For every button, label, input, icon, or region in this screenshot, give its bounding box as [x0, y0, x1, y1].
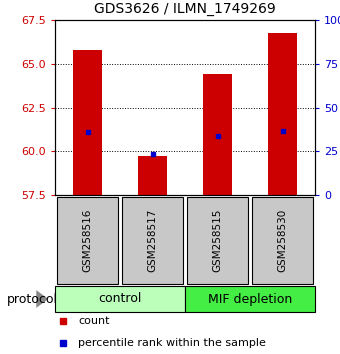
Text: MIF depletion: MIF depletion: [208, 292, 292, 306]
Text: GSM258530: GSM258530: [277, 209, 288, 272]
Bar: [252, 197, 313, 284]
Bar: [138, 156, 167, 195]
Bar: [57, 197, 118, 284]
Polygon shape: [36, 290, 48, 308]
Bar: [203, 74, 232, 195]
Bar: [122, 197, 183, 284]
Title: GDS3626 / ILMN_1749269: GDS3626 / ILMN_1749269: [94, 2, 276, 16]
Bar: [73, 50, 102, 195]
Text: GSM258516: GSM258516: [83, 208, 92, 272]
Text: GSM258517: GSM258517: [148, 208, 157, 272]
Bar: [185, 286, 315, 313]
Bar: [187, 197, 249, 284]
Text: control: control: [98, 292, 142, 306]
Bar: [268, 33, 297, 195]
Bar: [55, 286, 185, 313]
Text: count: count: [79, 316, 110, 326]
Text: percentile rank within the sample: percentile rank within the sample: [79, 338, 266, 348]
Text: protocol: protocol: [7, 292, 58, 306]
Text: GSM258515: GSM258515: [212, 208, 222, 272]
